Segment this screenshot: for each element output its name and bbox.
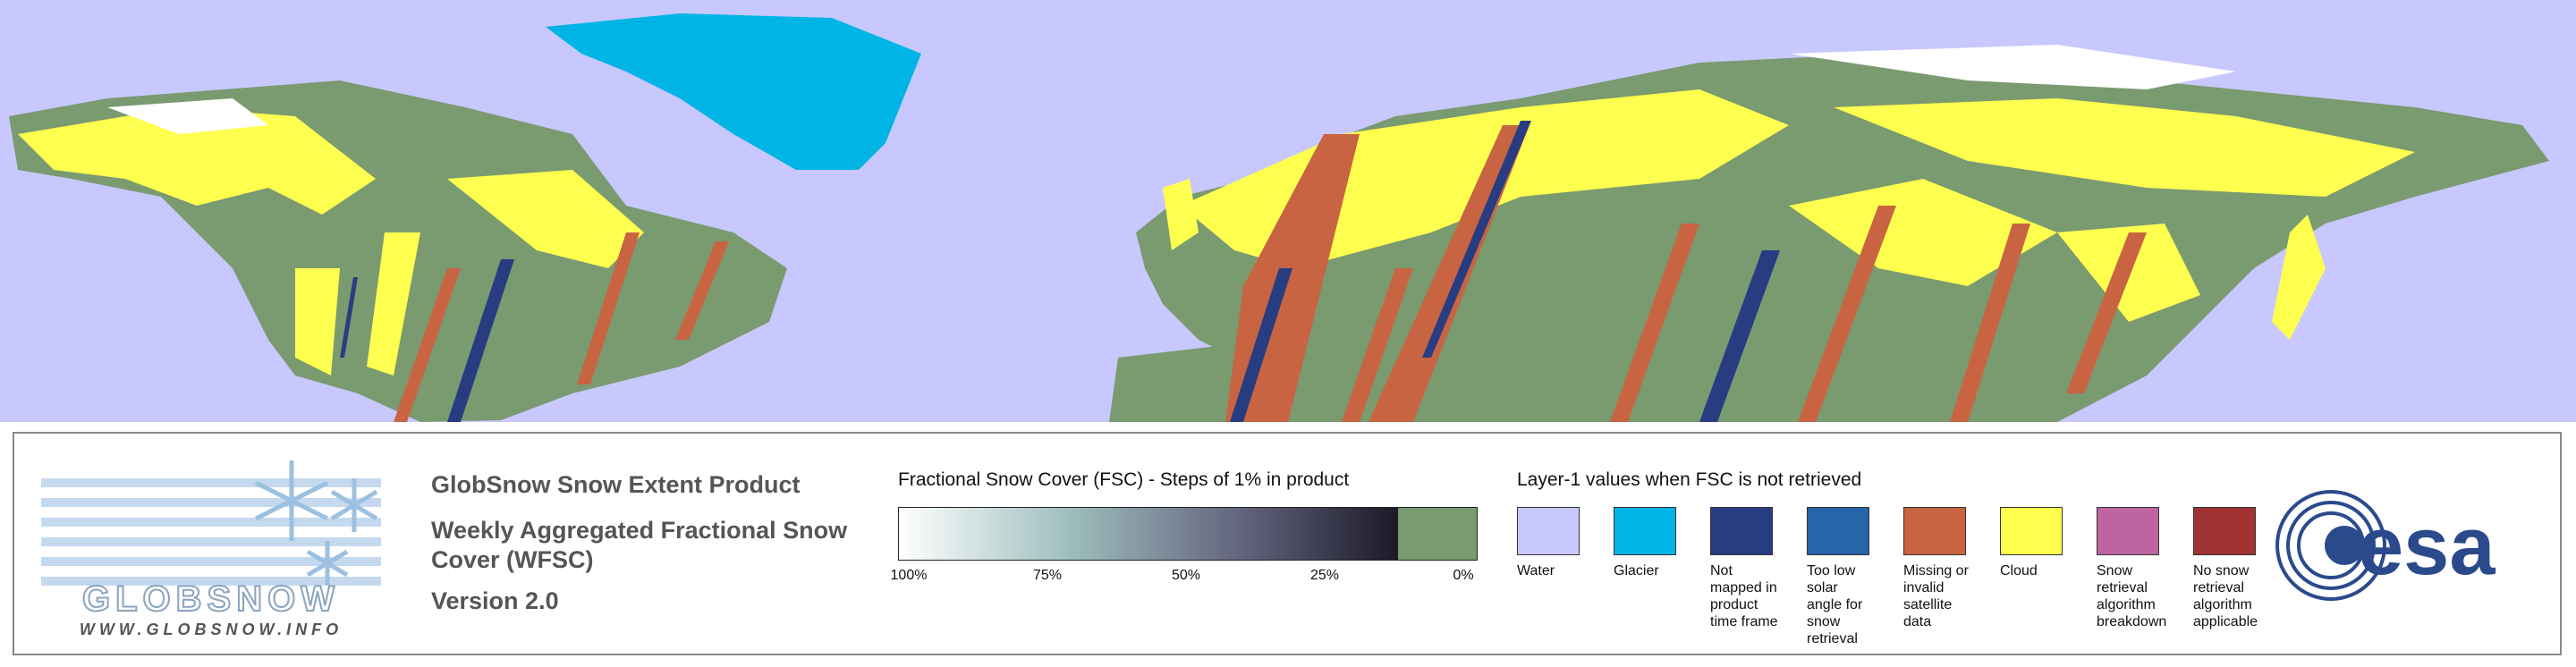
legend-label: Missing or invalid satellite data — [1903, 563, 1969, 629]
fsc-tick-label: 75% — [1032, 568, 1063, 583]
legend-swatch — [1903, 507, 1966, 555]
legend-label: No snow retrieval algorithm applicable — [2193, 563, 2258, 629]
fsc-tick-label: 100% — [890, 568, 928, 583]
logo-url: WWW.GLOBSNOW.INFO — [80, 621, 343, 638]
legend-panel: GLOBSNOW WWW.GLOBSNOW.INFO GlobSnow Snow… — [13, 432, 2562, 655]
fsc-tick-label: 25% — [1309, 568, 1340, 583]
fsc-colorbar — [898, 507, 1478, 561]
legend-swatch — [1517, 507, 1580, 555]
legend-swatch — [2097, 507, 2159, 555]
product-title: GlobSnow Snow Extent Product — [431, 471, 801, 498]
legend-swatch — [1710, 507, 1773, 555]
legend-label: Glacier — [1614, 563, 1659, 578]
legend-label: Not mapped in product time frame — [1710, 563, 1778, 629]
snow-map — [0, 0, 2576, 422]
product-subtitle: Weekly Aggregated Fractional Snow Cover … — [431, 517, 848, 573]
legend-label: Snow retrieval algorithm breakdown — [2097, 563, 2167, 629]
logo-name: GLOBSNOW — [82, 579, 340, 619]
fsc-tick-label: 0% — [1453, 568, 1474, 583]
product-version: Version 2.0 — [431, 587, 559, 614]
legend-label: Too low solar angle for snow retrieval — [1807, 563, 1863, 646]
legend-swatch — [1807, 507, 1869, 555]
legend-label: Cloud — [2000, 563, 2038, 578]
legend-swatch — [1614, 507, 1676, 555]
legend-label: Water — [1517, 563, 1555, 578]
esa-text: esa — [2358, 501, 2496, 592]
fsc-title: Fractional Snow Cover (FSC) - Steps of 1… — [898, 469, 1350, 490]
globsnow-logo: GLOBSNOW WWW.GLOBSNOW.INFO — [41, 460, 381, 638]
fsc-tick-label: 50% — [1171, 568, 1201, 583]
layer1-title: Layer-1 values when FSC is not retrieved — [1517, 469, 1862, 490]
legend-swatch — [2000, 507, 2063, 555]
legend-swatch — [2193, 507, 2256, 555]
esa-logo: esa — [2275, 490, 2496, 601]
